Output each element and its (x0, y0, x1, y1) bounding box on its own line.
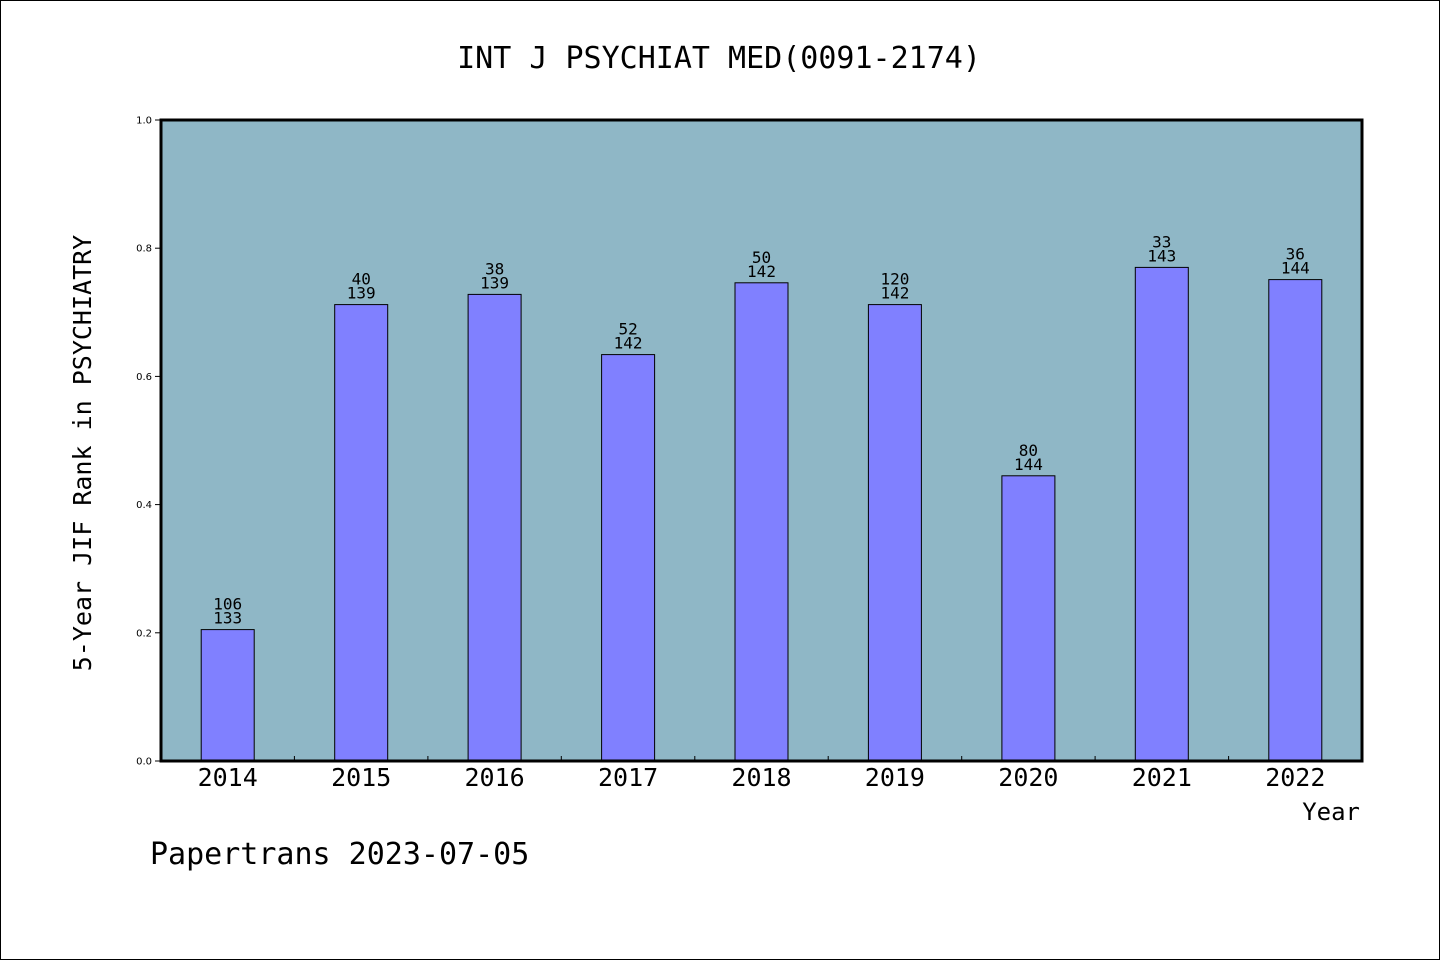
bar-rank-label-2019: 120 (880, 270, 909, 289)
bar-2016 (467, 293, 522, 762)
bar-total-label-2017: 142 (614, 334, 643, 353)
bar-total-label-2022: 144 (1281, 259, 1310, 278)
bar-rank-label-2020: 80 (1019, 441, 1038, 460)
bar-rank-label-2015: 40 (352, 270, 371, 289)
x-tick-label-2015: 2015 (331, 763, 391, 792)
bar-rank-label-2014: 106 (213, 595, 242, 614)
x-axis-label: Year (1302, 798, 1360, 826)
bar-2020 (1001, 475, 1056, 762)
x-tick-label-2019: 2019 (865, 763, 925, 792)
y-tick-label-0.0: 0.0 (136, 757, 152, 768)
x-tick-label-2014: 2014 (198, 763, 258, 792)
bar-2021 (1134, 266, 1189, 762)
y-axis-label: 5-Year JIF Rank in PSYCHIATRY (68, 235, 97, 672)
ticks-group: 2014 2015 2016 2017 2018 2019 2020 2021 2022 0.0 0… (136, 116, 1325, 793)
y-tick-label-0.6: 0.6 (136, 372, 152, 383)
y-tick-label-0.2: 0.2 (136, 628, 152, 639)
bar-rank-label-2016: 38 (485, 259, 504, 278)
x-tick-label-2016: 2016 (464, 763, 524, 792)
bar-rank-label-2022: 36 (1286, 245, 1305, 264)
x-tick-label-2020: 2020 (998, 763, 1058, 792)
bar-2014 (200, 629, 255, 762)
y-tick-label-0.4: 0.4 (136, 500, 152, 511)
bar-2018 (734, 282, 789, 762)
bar-total-label-2021: 143 (1147, 246, 1176, 265)
bar-total-label-2015: 139 (347, 284, 376, 303)
bar-total-label-2020: 144 (1014, 455, 1043, 474)
bar-2017 (601, 354, 656, 762)
x-tick-label-2022: 2022 (1265, 763, 1325, 792)
bar-total-label-2016: 139 (480, 273, 509, 292)
bar-2019 (867, 304, 922, 762)
chart-title: INT J PSYCHIAT MED(0091-2174) (457, 41, 981, 76)
footer-date-stamp: Papertrans 2023-07-05 (150, 837, 529, 872)
y-tick-label-0.8: 0.8 (136, 244, 152, 255)
bar-total-label-2019: 142 (880, 284, 909, 303)
x-tick-label-2017: 2017 (598, 763, 658, 792)
bars-group (200, 266, 1323, 762)
bar-rank-label-2018: 50 (752, 248, 771, 267)
bar-2022 (1268, 279, 1323, 762)
x-tick-label-2018: 2018 (731, 763, 791, 792)
bar-rank-label-2021: 33 (1152, 232, 1171, 251)
bar-2015 (334, 304, 389, 762)
bar-total-label-2018: 142 (747, 262, 776, 281)
bar-rank-label-2017: 52 (618, 320, 637, 339)
plot-frame (159, 118, 1364, 763)
x-tick-label-2021: 2021 (1132, 763, 1192, 792)
y-tick-label-1.0: 1.0 (136, 116, 152, 127)
bar-total-label-2014: 133 (213, 609, 242, 628)
